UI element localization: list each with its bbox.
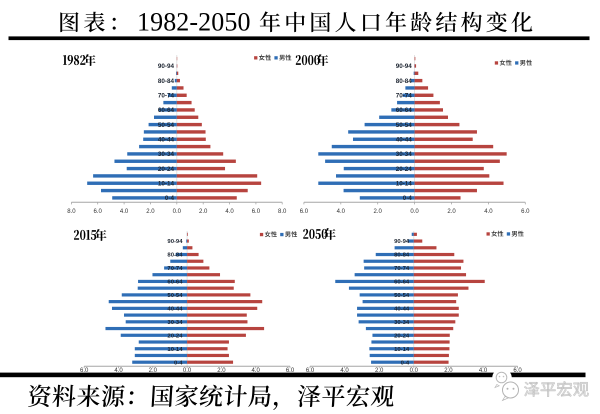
svg-text:4.0: 4.0 bbox=[252, 368, 261, 374]
svg-text:2.0: 2.0 bbox=[374, 209, 383, 215]
svg-text:70-74: 70-74 bbox=[396, 93, 413, 100]
svg-text:4.0: 4.0 bbox=[225, 209, 234, 215]
svg-text:2.0: 2.0 bbox=[199, 209, 208, 215]
svg-text:2.0: 2.0 bbox=[444, 368, 453, 374]
svg-text:90-94: 90-94 bbox=[396, 63, 413, 70]
svg-text:6.0: 6.0 bbox=[521, 209, 530, 215]
svg-text:50-54: 50-54 bbox=[394, 293, 410, 299]
svg-text:2.0: 2.0 bbox=[217, 368, 226, 374]
svg-text:80-84: 80-84 bbox=[167, 253, 183, 259]
svg-text:40-44: 40-44 bbox=[158, 137, 175, 144]
svg-text:30-34: 30-34 bbox=[396, 151, 413, 158]
svg-text:70-74: 70-74 bbox=[167, 266, 183, 272]
svg-text:80-84: 80-84 bbox=[396, 78, 413, 85]
svg-text:0.0: 0.0 bbox=[410, 368, 419, 374]
svg-text:20-24: 20-24 bbox=[158, 166, 175, 173]
svg-text:1982-2050: 1982-2050 bbox=[137, 8, 251, 37]
svg-text:70-74: 70-74 bbox=[158, 93, 175, 100]
svg-text:6.0: 6.0 bbox=[306, 368, 315, 374]
svg-text:10-14: 10-14 bbox=[394, 347, 410, 353]
svg-text:60-64: 60-64 bbox=[158, 107, 175, 114]
svg-text:10-14: 10-14 bbox=[167, 347, 183, 353]
svg-text:6.0: 6.0 bbox=[80, 368, 89, 374]
svg-text:40-44: 40-44 bbox=[167, 306, 183, 312]
svg-text:30-34: 30-34 bbox=[167, 320, 183, 326]
svg-text:6.0: 6.0 bbox=[252, 209, 261, 215]
svg-text:4.0: 4.0 bbox=[479, 368, 488, 374]
svg-text:6.0: 6.0 bbox=[94, 209, 103, 215]
svg-text:6.0: 6.0 bbox=[300, 209, 309, 215]
svg-text:90-94: 90-94 bbox=[394, 239, 410, 245]
svg-text:0.0: 0.0 bbox=[183, 368, 192, 374]
svg-text:60-64: 60-64 bbox=[396, 107, 413, 114]
svg-text:90-94: 90-94 bbox=[158, 63, 175, 70]
svg-text:4.0: 4.0 bbox=[120, 209, 129, 215]
svg-text:0.0: 0.0 bbox=[410, 209, 419, 215]
svg-text:50-54: 50-54 bbox=[158, 122, 175, 129]
svg-text:0.0: 0.0 bbox=[173, 209, 182, 215]
svg-text:20-24: 20-24 bbox=[394, 333, 410, 339]
svg-text:2.0: 2.0 bbox=[447, 209, 456, 215]
svg-text:2.0: 2.0 bbox=[149, 368, 158, 374]
svg-text:50-54: 50-54 bbox=[167, 293, 183, 299]
svg-text:80-84: 80-84 bbox=[158, 78, 175, 85]
svg-text:4.0: 4.0 bbox=[340, 368, 349, 374]
svg-text:30-34: 30-34 bbox=[394, 320, 410, 326]
svg-text:20-24: 20-24 bbox=[396, 166, 413, 173]
svg-text:0-4: 0-4 bbox=[403, 195, 413, 202]
svg-text:2.0: 2.0 bbox=[375, 368, 384, 374]
svg-text:80-84: 80-84 bbox=[394, 253, 410, 259]
svg-text:60-64: 60-64 bbox=[394, 280, 410, 286]
svg-text:8.0: 8.0 bbox=[278, 209, 287, 215]
svg-text:0-4: 0-4 bbox=[174, 360, 183, 366]
svg-text:0-4: 0-4 bbox=[165, 195, 175, 202]
svg-text:2.0: 2.0 bbox=[146, 209, 155, 215]
svg-text:10-14: 10-14 bbox=[396, 181, 413, 188]
svg-text:40-44: 40-44 bbox=[396, 137, 413, 144]
svg-text:70-74: 70-74 bbox=[394, 266, 410, 272]
svg-text:20-24: 20-24 bbox=[167, 333, 183, 339]
svg-text:4.0: 4.0 bbox=[337, 209, 346, 215]
svg-text:50-54: 50-54 bbox=[396, 122, 413, 129]
svg-text:4.0: 4.0 bbox=[484, 209, 493, 215]
svg-text:90-94: 90-94 bbox=[167, 239, 183, 245]
svg-text:0-4: 0-4 bbox=[401, 360, 410, 366]
svg-text:40-44: 40-44 bbox=[394, 306, 410, 312]
svg-text:30-34: 30-34 bbox=[158, 151, 175, 158]
svg-text:10-14: 10-14 bbox=[158, 181, 175, 188]
svg-text:4.0: 4.0 bbox=[114, 368, 123, 374]
svg-text:6.0: 6.0 bbox=[513, 368, 522, 374]
svg-text:60-64: 60-64 bbox=[167, 280, 183, 286]
svg-text:8.0: 8.0 bbox=[67, 209, 76, 215]
svg-text:6.0: 6.0 bbox=[286, 368, 295, 374]
